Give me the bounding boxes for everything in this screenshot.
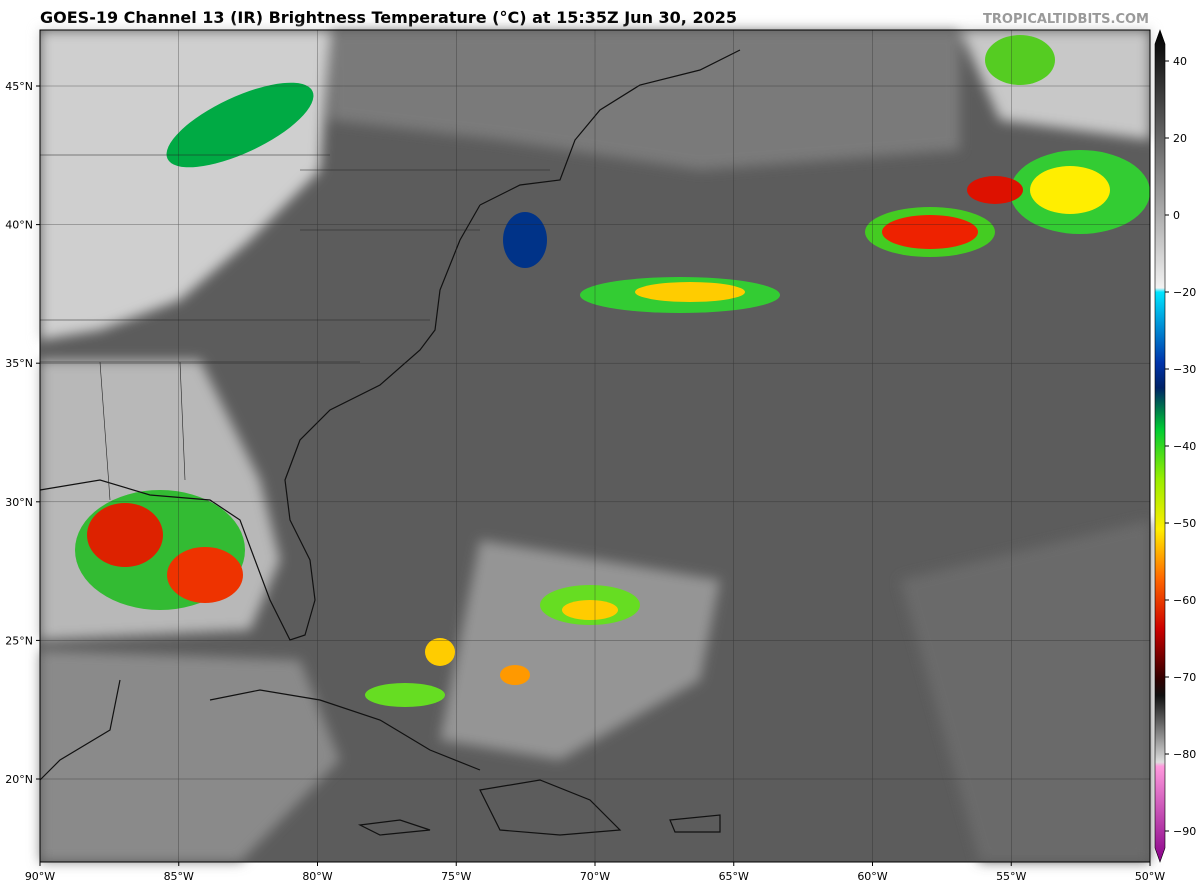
lon-label: 65°W <box>719 870 749 883</box>
lat-label: 35°N <box>5 357 33 370</box>
colorbar-scale <box>1154 29 1166 863</box>
borders <box>40 154 550 501</box>
lon-label: 80°W <box>302 870 332 883</box>
lon-label: 85°W <box>164 870 194 883</box>
coastlines <box>39 49 741 836</box>
lat-label: 30°N <box>5 496 33 509</box>
colorbar <box>1154 29 1166 863</box>
lat-label: 20°N <box>5 773 33 786</box>
lon-label: 50°W <box>1135 870 1165 883</box>
title: GOES-19 Channel 13 (IR) Brightness Tempe… <box>40 8 737 27</box>
lon-label: 75°W <box>441 870 471 883</box>
lat-label: 45°N <box>5 80 33 93</box>
lat-label: 25°N <box>5 634 33 647</box>
colorbar-label: −70 <box>1173 671 1196 684</box>
colorbar-label: −20 <box>1173 286 1196 299</box>
convection <box>75 35 1150 707</box>
lon-label: 60°W <box>857 870 887 883</box>
lat-label: 40°N <box>5 219 33 232</box>
colorbar-label: −30 <box>1173 363 1196 376</box>
colorbar-label: 0 <box>1173 209 1180 222</box>
lon-label: 55°W <box>996 870 1026 883</box>
lon-label: 90°W <box>25 870 55 883</box>
colorbar-label: −80 <box>1173 748 1196 761</box>
credit: TROPICALTIDBITS.COM <box>983 12 1149 27</box>
map <box>39 29 1151 863</box>
colorbar-label: 20 <box>1173 132 1187 145</box>
colorbar-label: −50 <box>1173 517 1196 530</box>
colorbar-label: −60 <box>1173 594 1196 607</box>
colorbar-label: −40 <box>1173 440 1196 453</box>
colorbar-label: −90 <box>1173 825 1196 838</box>
lon-label: 70°W <box>580 870 610 883</box>
colorbar-label: 40 <box>1173 55 1187 68</box>
